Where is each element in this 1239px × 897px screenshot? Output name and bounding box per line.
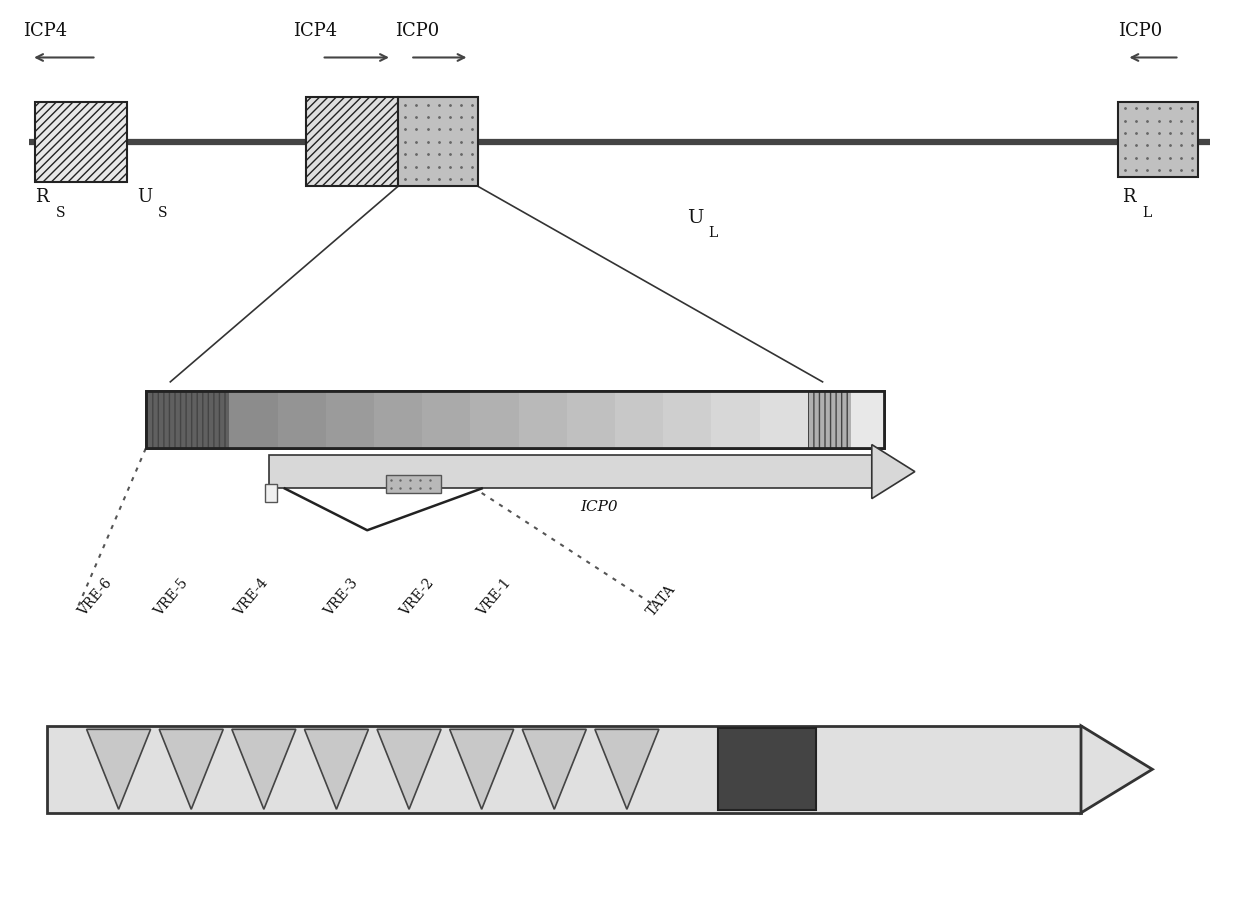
FancyBboxPatch shape bbox=[422, 391, 472, 448]
FancyBboxPatch shape bbox=[229, 391, 279, 448]
Text: VRE-1: VRE-1 bbox=[475, 576, 513, 619]
FancyBboxPatch shape bbox=[35, 102, 128, 182]
Text: L: L bbox=[1142, 206, 1152, 220]
Polygon shape bbox=[595, 729, 659, 809]
Polygon shape bbox=[377, 729, 441, 809]
FancyBboxPatch shape bbox=[374, 391, 424, 448]
FancyBboxPatch shape bbox=[717, 728, 817, 810]
Polygon shape bbox=[305, 729, 368, 809]
Polygon shape bbox=[523, 729, 586, 809]
Text: S: S bbox=[56, 206, 66, 220]
FancyBboxPatch shape bbox=[398, 98, 478, 187]
Polygon shape bbox=[160, 729, 223, 809]
Polygon shape bbox=[450, 729, 514, 809]
FancyBboxPatch shape bbox=[265, 484, 278, 501]
Text: R: R bbox=[1121, 188, 1135, 206]
Polygon shape bbox=[232, 729, 296, 809]
FancyBboxPatch shape bbox=[1118, 102, 1198, 178]
Polygon shape bbox=[87, 729, 151, 809]
Text: ICP4: ICP4 bbox=[22, 22, 67, 39]
FancyBboxPatch shape bbox=[278, 391, 327, 448]
Text: L: L bbox=[709, 226, 717, 240]
Polygon shape bbox=[872, 445, 914, 499]
FancyBboxPatch shape bbox=[471, 391, 520, 448]
Polygon shape bbox=[1080, 726, 1152, 813]
FancyBboxPatch shape bbox=[808, 391, 851, 448]
Text: VRE-2: VRE-2 bbox=[398, 576, 437, 619]
Text: ICP4: ICP4 bbox=[294, 22, 337, 39]
Text: VRE-5: VRE-5 bbox=[152, 576, 191, 619]
FancyBboxPatch shape bbox=[306, 98, 398, 187]
Text: ICP0: ICP0 bbox=[580, 500, 618, 514]
Text: VRE-6: VRE-6 bbox=[76, 576, 115, 619]
FancyBboxPatch shape bbox=[385, 475, 441, 493]
FancyBboxPatch shape bbox=[269, 455, 872, 489]
FancyBboxPatch shape bbox=[851, 391, 885, 448]
FancyBboxPatch shape bbox=[146, 391, 885, 448]
FancyBboxPatch shape bbox=[711, 391, 761, 448]
Text: VRE-4: VRE-4 bbox=[232, 576, 271, 619]
FancyBboxPatch shape bbox=[519, 391, 567, 448]
Text: R: R bbox=[35, 188, 48, 206]
Text: TATA: TATA bbox=[644, 582, 678, 619]
FancyBboxPatch shape bbox=[146, 391, 229, 448]
FancyBboxPatch shape bbox=[326, 391, 375, 448]
Text: ICP0: ICP0 bbox=[395, 22, 440, 39]
Text: ICP0: ICP0 bbox=[1118, 22, 1162, 39]
Text: U: U bbox=[688, 209, 704, 227]
FancyBboxPatch shape bbox=[47, 726, 1080, 813]
Text: U: U bbox=[138, 188, 152, 206]
FancyBboxPatch shape bbox=[566, 391, 616, 448]
Text: S: S bbox=[159, 206, 167, 220]
FancyBboxPatch shape bbox=[615, 391, 664, 448]
Text: VRE-3: VRE-3 bbox=[322, 576, 361, 619]
FancyBboxPatch shape bbox=[663, 391, 712, 448]
FancyBboxPatch shape bbox=[760, 391, 809, 448]
